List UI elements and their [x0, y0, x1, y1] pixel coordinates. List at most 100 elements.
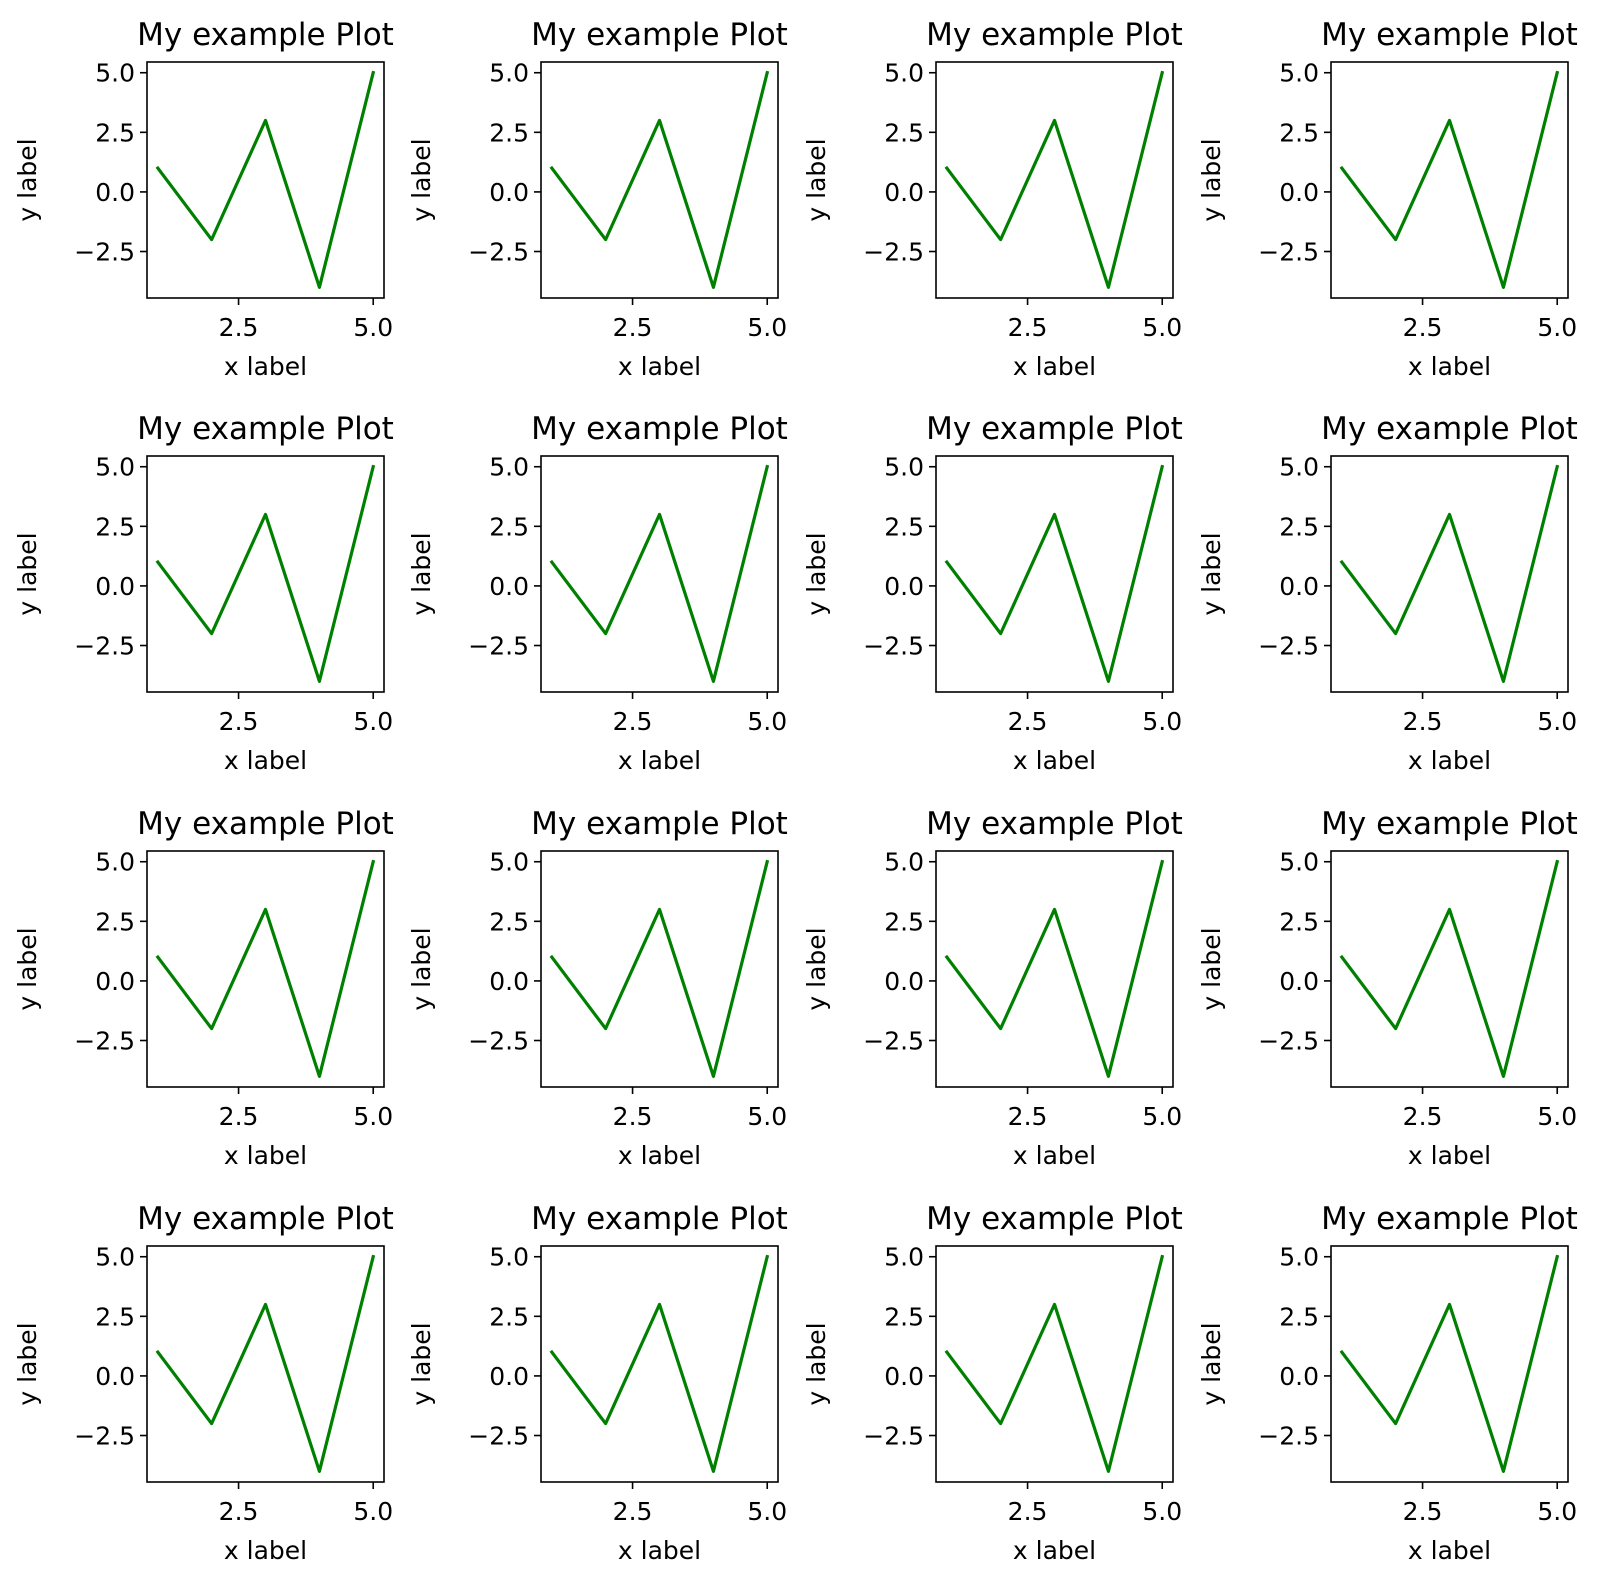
- y-tick-label: 5.0: [884, 59, 924, 88]
- subplot-16: My example Plot 2.5 5.0 −2.5 0.0 2.5 5.0 x labe…: [1197, 1201, 1578, 1565]
- subplot-8: My example Plot 2.5 5.0 −2.5 0.0 2.5 5.0 x labe…: [1197, 411, 1578, 775]
- y-tick-label: 0.0: [489, 1362, 529, 1391]
- y-tick-label: 5.0: [1279, 1243, 1319, 1272]
- y-tick-label: 0.0: [95, 1362, 135, 1391]
- plot-area-frame: [146, 61, 385, 299]
- x-axis-label: x label: [618, 1141, 701, 1170]
- plot-title: My example Plot: [926, 806, 1183, 842]
- y-tick-label: −2.5: [1258, 632, 1319, 661]
- y-tick-label: −2.5: [74, 632, 135, 661]
- y-axis-label: y label: [802, 927, 831, 1010]
- y-axis-label: y label: [407, 1322, 436, 1405]
- y-tick-label: 2.5: [884, 118, 924, 147]
- y-tick-label: 5.0: [489, 1243, 529, 1272]
- y-tick-label: 0.0: [1279, 1362, 1319, 1391]
- y-tick-label: 0.0: [95, 967, 135, 996]
- series-line: [944, 70, 1165, 289]
- plot-area-frame: [540, 61, 779, 299]
- subplot-5: My example Plot 2.5 5.0 −2.5 0.0 2.5 5.0 x labe…: [13, 411, 394, 775]
- y-tick-label: 5.0: [95, 453, 135, 482]
- y-tick-label: 2.5: [489, 512, 529, 541]
- y-tick-label: 5.0: [884, 453, 924, 482]
- y-tick-label: −2.5: [468, 1027, 529, 1056]
- x-tick-label: 2.5: [613, 313, 653, 342]
- subplot-14: My example Plot 2.5 5.0 −2.5 0.0 2.5 5.0 x labe…: [407, 1201, 788, 1565]
- x-tick-label: 5.0: [1537, 313, 1577, 342]
- series-line: [1339, 464, 1560, 683]
- y-tick-label: 2.5: [489, 118, 529, 147]
- y-tick-label: 2.5: [95, 1302, 135, 1331]
- y-tick-label: 0.0: [489, 967, 529, 996]
- x-axis-label: x label: [1408, 352, 1491, 381]
- y-tick-label: 5.0: [1279, 453, 1319, 482]
- series-line: [549, 859, 770, 1078]
- plot-area-frame: [146, 455, 385, 693]
- subplot-10: My example Plot 2.5 5.0 −2.5 0.0 2.5 5.0 x labe…: [407, 806, 788, 1170]
- series-line: [1339, 859, 1560, 1078]
- y-tick-label: −2.5: [468, 1422, 529, 1451]
- x-tick-label: 2.5: [613, 1102, 653, 1131]
- subplot-12: My example Plot 2.5 5.0 −2.5 0.0 2.5 5.0 x labe…: [1197, 806, 1578, 1170]
- y-tick-label: 2.5: [489, 907, 529, 936]
- y-tick-label: 5.0: [489, 453, 529, 482]
- y-tick-label: −2.5: [74, 238, 135, 267]
- y-tick-label: 2.5: [1279, 118, 1319, 147]
- series-line: [944, 1254, 1165, 1473]
- series-line: [155, 70, 376, 289]
- plot-title: My example Plot: [137, 1201, 394, 1237]
- x-tick-label: 5.0: [1537, 707, 1577, 736]
- y-tick-label: 5.0: [489, 848, 529, 877]
- x-axis-label: x label: [1408, 1141, 1491, 1170]
- series-line: [944, 464, 1165, 683]
- subplot-6: My example Plot 2.5 5.0 −2.5 0.0 2.5 5.0 x labe…: [407, 411, 788, 775]
- y-tick-label: −2.5: [1258, 1422, 1319, 1451]
- x-tick-label: 5.0: [353, 707, 393, 736]
- x-axis-label: x label: [1013, 1536, 1096, 1565]
- x-tick-label: 5.0: [1142, 1497, 1182, 1526]
- x-tick-label: 2.5: [1403, 707, 1443, 736]
- y-tick-label: −2.5: [74, 1422, 135, 1451]
- subplot-13: My example Plot 2.5 5.0 −2.5 0.0 2.5 5.0 x labe…: [13, 1201, 394, 1565]
- subplot-7: My example Plot 2.5 5.0 −2.5 0.0 2.5 5.0 x labe…: [802, 411, 1183, 775]
- series-line: [1339, 1254, 1560, 1473]
- y-tick-label: 5.0: [95, 59, 135, 88]
- x-tick-label: 5.0: [1142, 707, 1182, 736]
- y-axis-label: y label: [802, 1322, 831, 1405]
- y-axis-label: y label: [407, 138, 436, 221]
- plot-area-frame: [1330, 850, 1569, 1088]
- x-tick-label: 2.5: [613, 1497, 653, 1526]
- y-tick-label: 0.0: [1279, 178, 1319, 207]
- series-line: [155, 859, 376, 1078]
- x-axis-label: x label: [224, 1141, 307, 1170]
- y-axis-label: y label: [407, 532, 436, 615]
- y-tick-label: 5.0: [1279, 59, 1319, 88]
- y-tick-label: 2.5: [884, 512, 924, 541]
- plot-title: My example Plot: [1321, 17, 1578, 53]
- y-tick-label: 2.5: [1279, 907, 1319, 936]
- plot-title: My example Plot: [1321, 411, 1578, 447]
- x-axis-label: x label: [1013, 746, 1096, 775]
- x-tick-label: 5.0: [747, 313, 787, 342]
- x-tick-label: 5.0: [1142, 1102, 1182, 1131]
- y-tick-label: −2.5: [74, 1027, 135, 1056]
- x-tick-label: 5.0: [1142, 313, 1182, 342]
- series-line: [549, 464, 770, 683]
- y-axis-label: y label: [1197, 927, 1226, 1010]
- x-axis-label: x label: [1013, 352, 1096, 381]
- x-tick-label: 2.5: [219, 313, 259, 342]
- y-axis-label: y label: [802, 138, 831, 221]
- x-axis-label: x label: [224, 352, 307, 381]
- y-tick-label: 5.0: [1279, 848, 1319, 877]
- y-tick-label: 5.0: [489, 59, 529, 88]
- plot-area-frame: [935, 455, 1174, 693]
- y-tick-label: −2.5: [863, 1422, 924, 1451]
- x-tick-label: 5.0: [1537, 1102, 1577, 1131]
- series-line: [1339, 70, 1560, 289]
- y-tick-label: 0.0: [884, 572, 924, 601]
- y-tick-label: 2.5: [95, 907, 135, 936]
- x-axis-label: x label: [618, 1536, 701, 1565]
- y-tick-label: 0.0: [884, 1362, 924, 1391]
- subplot-15: My example Plot 2.5 5.0 −2.5 0.0 2.5 5.0 x labe…: [802, 1201, 1183, 1565]
- y-axis-label: y label: [13, 532, 42, 615]
